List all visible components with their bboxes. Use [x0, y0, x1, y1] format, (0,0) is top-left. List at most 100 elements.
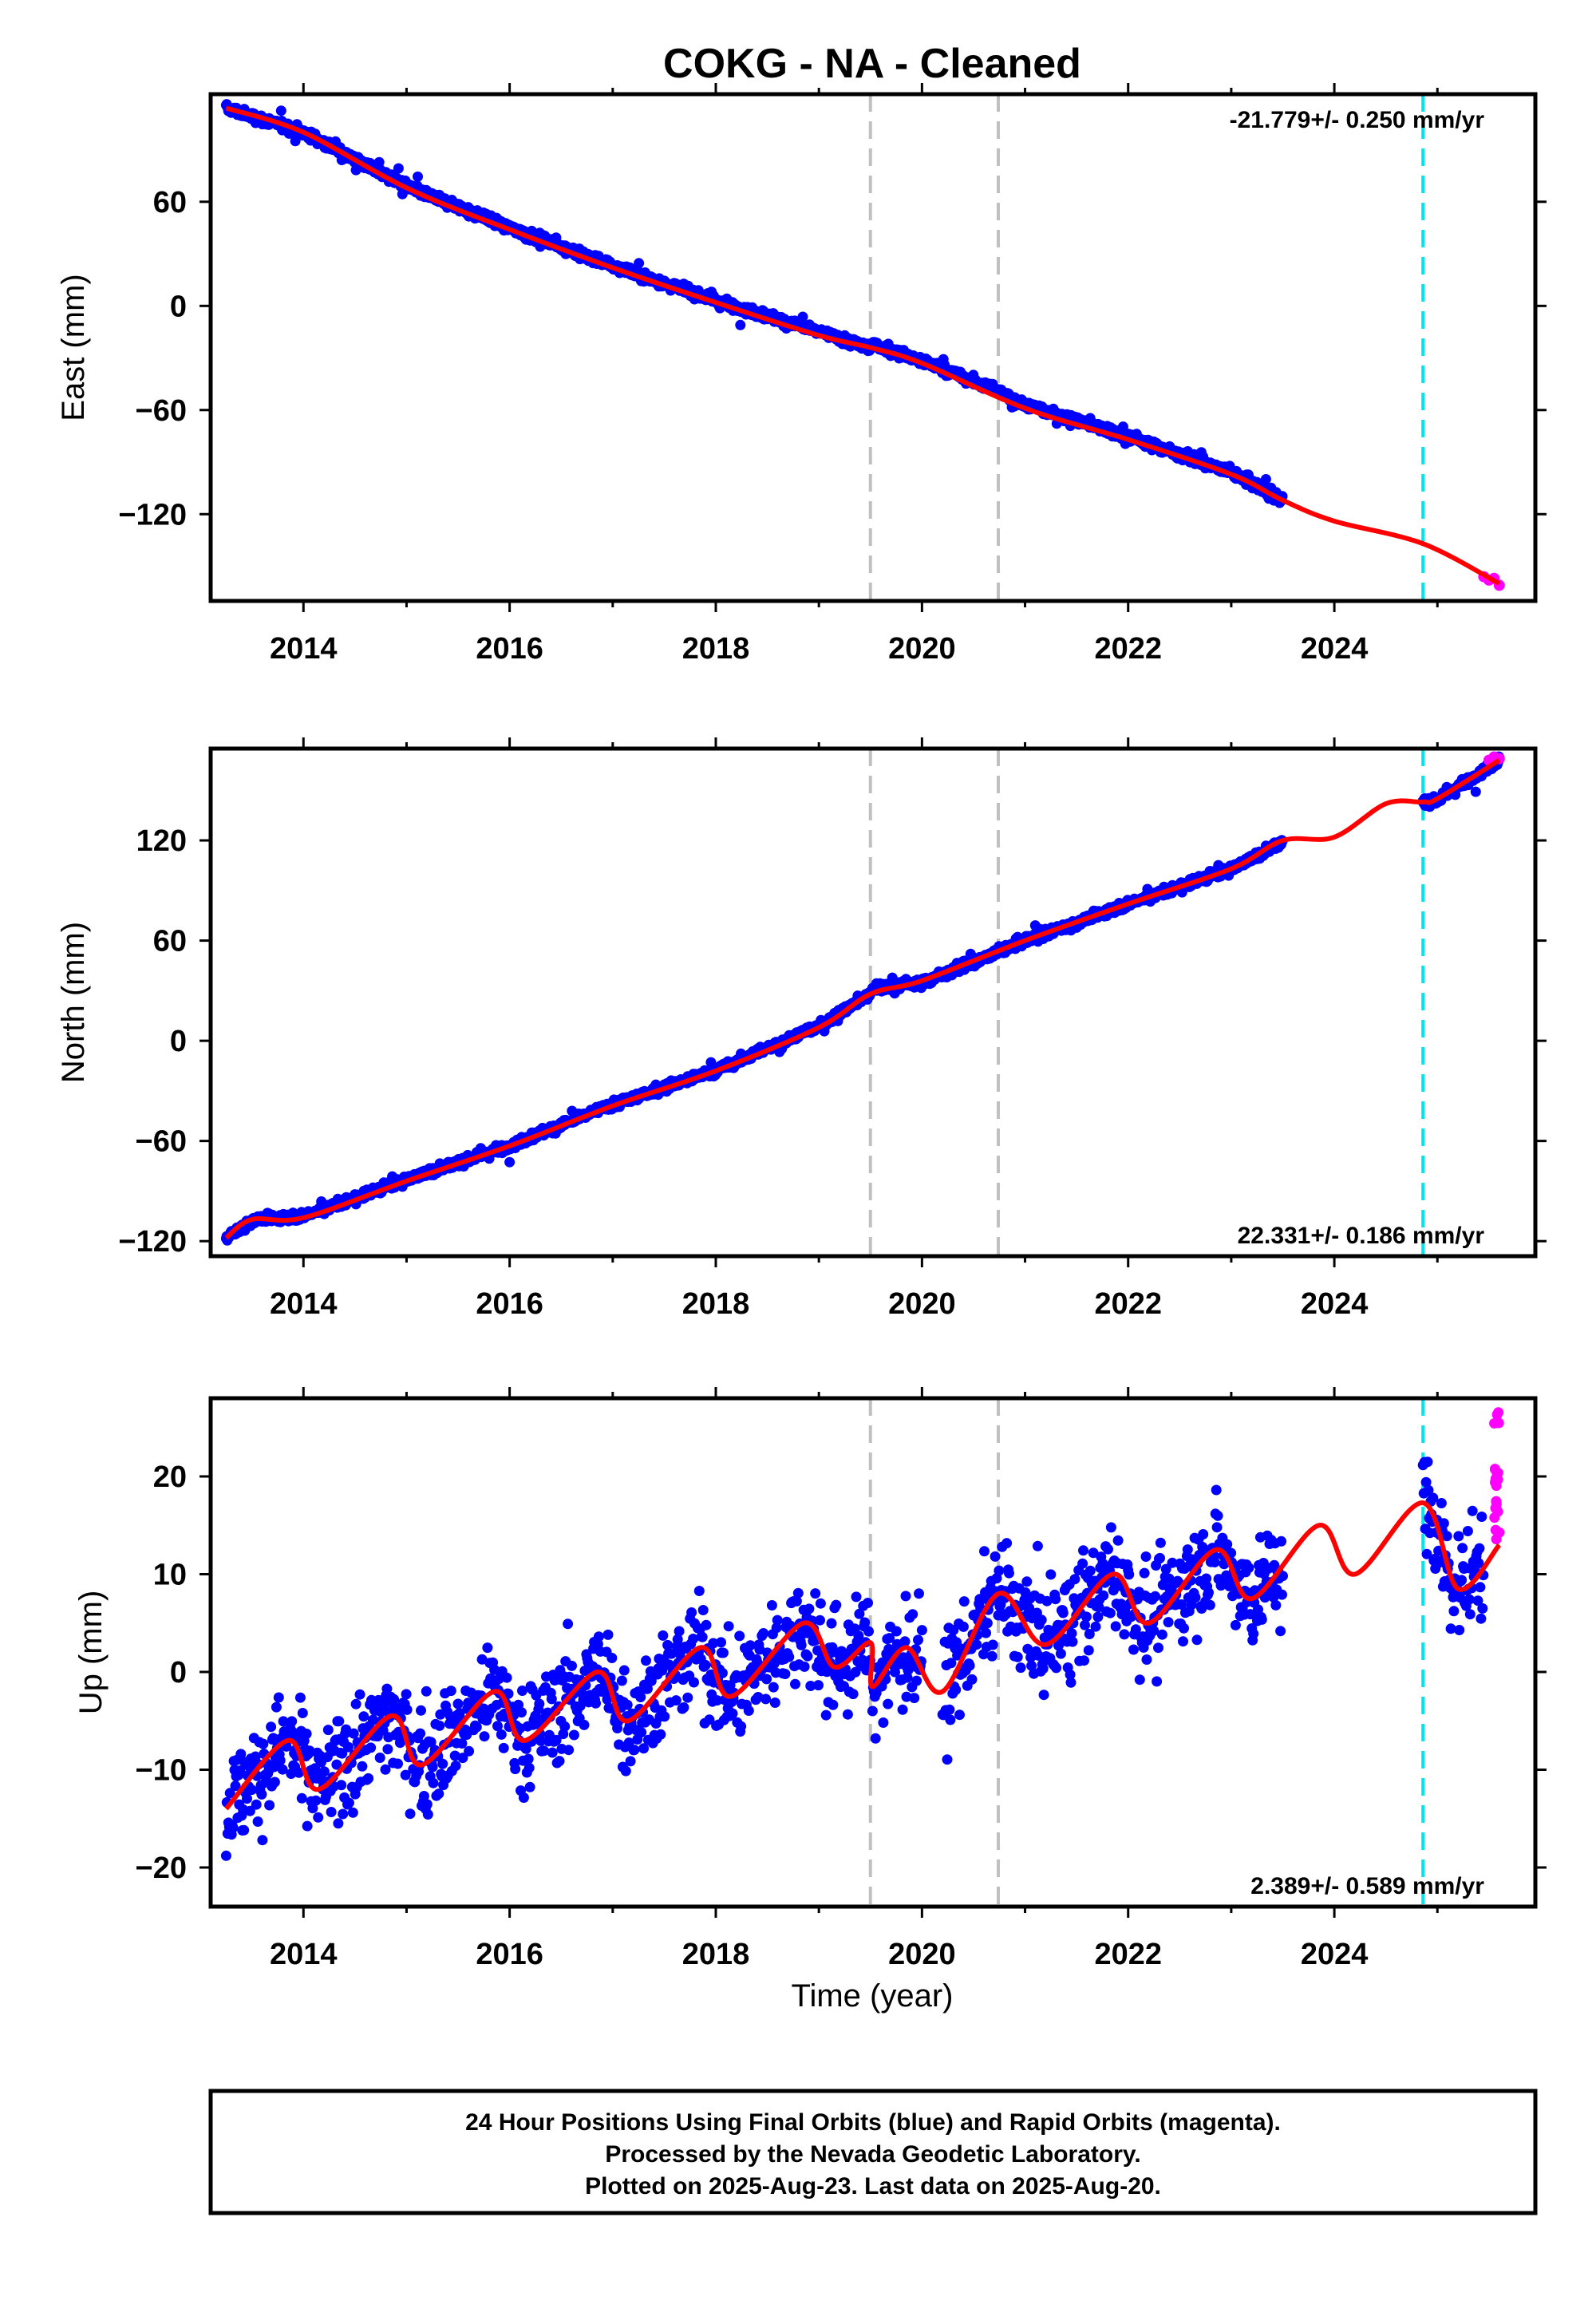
up-point [1026, 1660, 1037, 1671]
up-point [945, 1714, 956, 1725]
up-point [567, 1660, 577, 1671]
up-point [958, 1596, 970, 1607]
up-point [343, 1797, 354, 1808]
east-rate-label: -21.779+/- 0.250 mm/yr [1230, 107, 1485, 133]
up-point [401, 1689, 412, 1700]
north-y-tick-label: −60 [136, 1125, 187, 1159]
up-point [682, 1692, 693, 1703]
up-point [697, 1631, 708, 1642]
up-point [907, 1609, 918, 1620]
up-point [516, 1707, 527, 1718]
up-point [302, 1820, 313, 1832]
up-point [227, 1822, 239, 1833]
up-point [365, 1742, 377, 1753]
up-point [620, 1765, 631, 1777]
up-point [606, 1653, 618, 1663]
up-point [982, 1618, 993, 1629]
up-point [758, 1628, 769, 1638]
up-point [380, 1764, 391, 1775]
up-point [736, 1721, 747, 1732]
north-y-tick-label: −120 [118, 1225, 187, 1259]
up-point [666, 1648, 677, 1659]
up-point [301, 1729, 312, 1739]
up-point [712, 1695, 723, 1706]
up-point [464, 1745, 475, 1757]
up-point [518, 1792, 529, 1803]
up-point [456, 1738, 468, 1749]
up-point [273, 1692, 284, 1703]
up-point [523, 1762, 535, 1773]
up-point [851, 1591, 862, 1603]
up-point [986, 1650, 998, 1662]
up-point [625, 1756, 636, 1767]
up-point [842, 1709, 853, 1720]
up-point [981, 1627, 991, 1638]
up-point [559, 1721, 571, 1732]
up-point [498, 1742, 509, 1753]
east-frame [208, 92, 1538, 603]
up-point [900, 1591, 911, 1602]
up-point [618, 1665, 630, 1676]
up-point [602, 1629, 614, 1640]
up-point [913, 1634, 923, 1646]
east-point [735, 319, 746, 330]
up-point [437, 1758, 448, 1769]
up-point [884, 1633, 895, 1644]
up-point [688, 1634, 699, 1644]
east-point [290, 136, 301, 147]
up-point [547, 1747, 558, 1758]
up-point [799, 1661, 810, 1672]
up-point [674, 1626, 685, 1637]
up-point [338, 1808, 349, 1820]
up-point [242, 1793, 252, 1804]
up-point [766, 1600, 777, 1611]
up-point [745, 1640, 756, 1651]
up-plot-area [220, 1398, 1505, 1907]
up-point [520, 1743, 531, 1754]
up-point [780, 1669, 791, 1679]
up-point [701, 1619, 712, 1630]
up-point [471, 1721, 482, 1733]
up-point [252, 1816, 263, 1827]
up-point [901, 1691, 912, 1702]
up-point [427, 1761, 438, 1773]
up-point [987, 1639, 998, 1650]
up-point [591, 1697, 601, 1709]
up-point [251, 1799, 262, 1810]
up-point [743, 1705, 754, 1716]
north-frame [208, 746, 1538, 1259]
up-point [760, 1694, 772, 1705]
up-point [942, 1754, 953, 1765]
up-point [593, 1631, 604, 1642]
up-point [297, 1708, 308, 1718]
up-point [772, 1614, 783, 1626]
up-point [1012, 1651, 1023, 1662]
north-x-tick-label: 2014 [270, 1287, 338, 1321]
east-point [634, 258, 645, 269]
up-point [693, 1586, 705, 1596]
up-point [294, 1692, 306, 1703]
up-point [944, 1704, 955, 1715]
up-point [296, 1792, 307, 1804]
up-point [350, 1698, 361, 1709]
up-point [820, 1709, 832, 1721]
up-point [294, 1767, 304, 1778]
up-point [425, 1737, 437, 1748]
up-point [854, 1608, 865, 1619]
up-point [1021, 1576, 1033, 1587]
up-point [635, 1692, 646, 1702]
up-point [266, 1721, 277, 1733]
north-plot-area [220, 749, 1505, 1256]
up-point [551, 1734, 562, 1745]
up-point [277, 1764, 288, 1775]
up-point [433, 1788, 444, 1800]
up-point [224, 1788, 235, 1799]
up-point [853, 1630, 864, 1642]
north-x-tick-label: 2016 [476, 1287, 543, 1321]
up-point [336, 1780, 347, 1791]
up-point [348, 1728, 359, 1739]
up-point [422, 1809, 433, 1820]
up-point [501, 1672, 512, 1683]
east-model-curve [225, 105, 1501, 586]
up-point [256, 1788, 267, 1800]
